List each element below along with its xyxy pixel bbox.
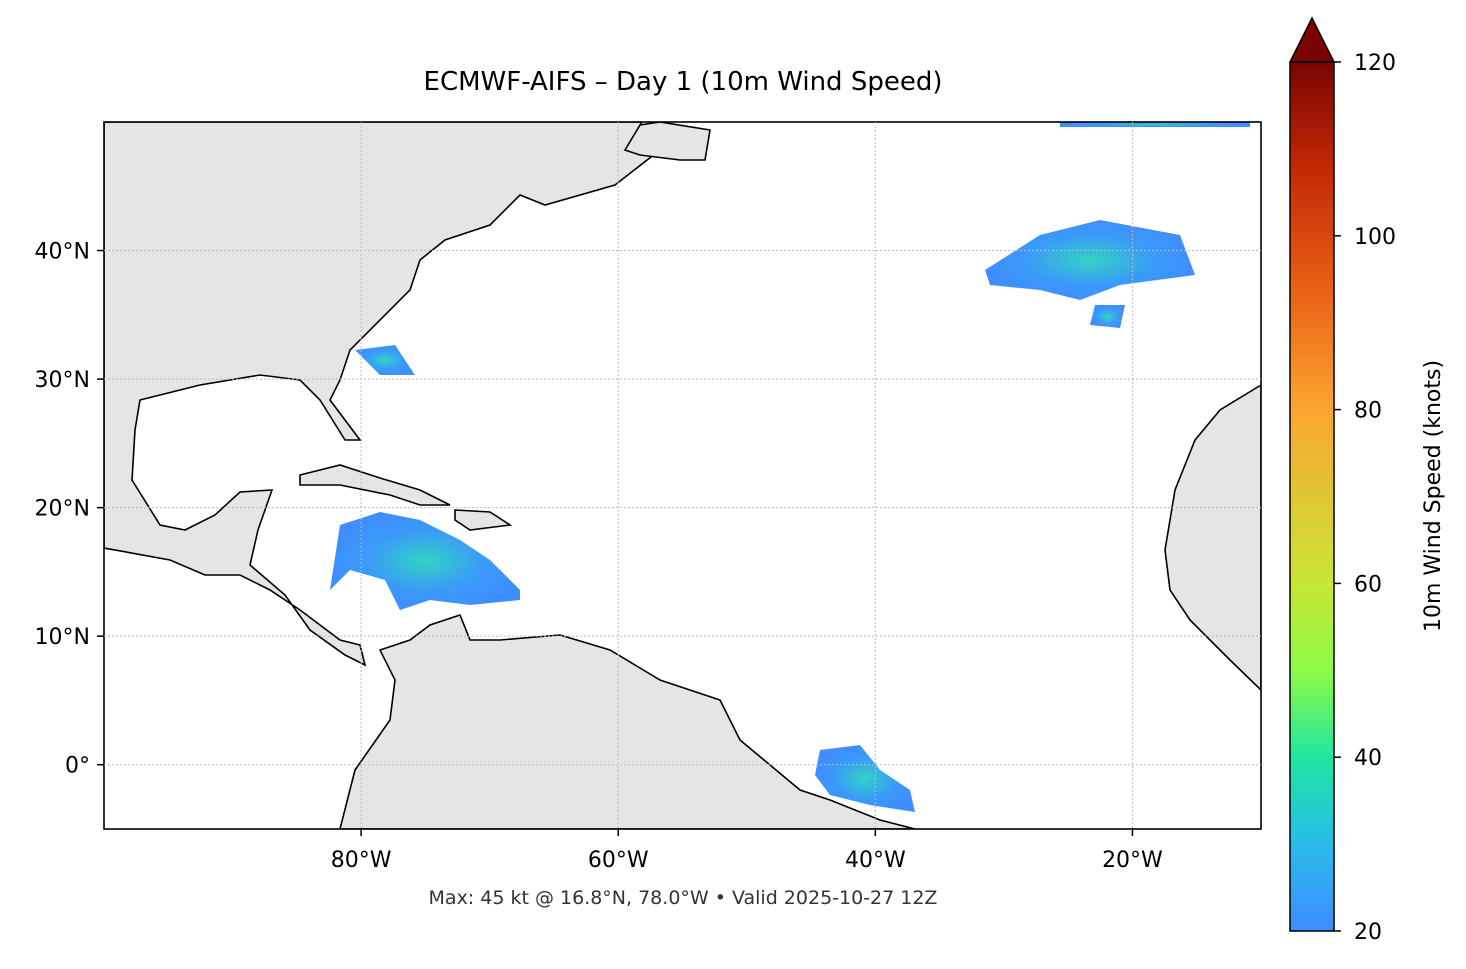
land	[339, 614, 916, 829]
colorbar-tick-label: 60	[1354, 572, 1382, 597]
colorbar-tick-label: 20	[1354, 920, 1382, 945]
x-tick-label: 40°W	[845, 848, 906, 873]
colorbar-frame	[1289, 61, 1335, 932]
colorbar	[1290, 62, 1334, 931]
y-tick-label: 10°N	[35, 625, 90, 650]
colorbar-tick-label: 40	[1354, 746, 1382, 771]
land	[104, 122, 662, 667]
wind-area	[1060, 122, 1250, 127]
colorbar-tick-label: 120	[1354, 51, 1396, 76]
y-tick-label: 0°	[65, 754, 90, 779]
y-tick-label: 30°N	[35, 368, 90, 393]
wind-area	[355, 345, 415, 375]
colorbar-extend	[1288, 16, 1336, 63]
y-tick-label: 20°N	[35, 497, 90, 522]
map-frame	[103, 121, 1262, 830]
wind-area	[330, 512, 520, 610]
land	[623, 122, 711, 161]
wind-area	[815, 745, 915, 812]
wind-area	[1090, 305, 1125, 328]
x-tick-label: 20°W	[1102, 848, 1163, 873]
land	[454, 509, 513, 531]
x-tick-label: 80°W	[331, 848, 392, 873]
map	[104, 122, 1261, 829]
colorbar-label: 10m Wind Speed (knots)	[1421, 360, 1446, 632]
footer: Max: 45 kt @ 16.8°N, 78.0°W • Valid 2025…	[429, 887, 938, 909]
x-tick-label: 60°W	[588, 848, 649, 873]
colorbar-tick-label: 80	[1354, 399, 1382, 424]
chart-title: ECMWF-AIFS – Day 1 (10m Wind Speed)	[424, 67, 943, 97]
colorbar-tick-label: 100	[1354, 225, 1396, 250]
y-tick-label: 40°N	[35, 240, 90, 265]
land	[1164, 384, 1261, 692]
wind-area	[985, 220, 1195, 300]
land	[299, 464, 451, 506]
